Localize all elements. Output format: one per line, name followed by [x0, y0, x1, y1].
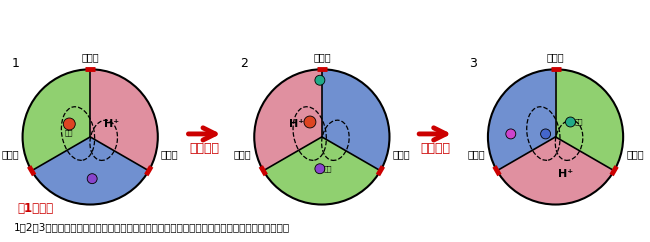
Text: H⁺: H⁺ — [289, 119, 305, 129]
Text: 取込型: 取込型 — [81, 52, 99, 62]
Wedge shape — [488, 69, 556, 171]
Text: 取込型: 取込型 — [393, 149, 410, 159]
Text: 排出型: 排出型 — [161, 149, 178, 159]
Text: 取込型: 取込型 — [467, 149, 485, 159]
Circle shape — [315, 75, 325, 85]
Circle shape — [315, 164, 325, 174]
Circle shape — [566, 117, 575, 127]
Text: 薬剤: 薬剤 — [324, 166, 332, 172]
Circle shape — [506, 129, 515, 139]
Text: 図1の状態: 図1の状態 — [18, 202, 54, 215]
Text: 排出型: 排出型 — [547, 52, 564, 62]
Wedge shape — [556, 69, 623, 171]
Text: 結合型: 結合型 — [626, 149, 644, 159]
Wedge shape — [23, 69, 90, 171]
Wedge shape — [254, 69, 322, 171]
Wedge shape — [322, 69, 389, 171]
Text: 薬剤: 薬剤 — [65, 130, 73, 136]
Text: 3: 3 — [469, 57, 477, 70]
Text: 状態変化: 状態変化 — [420, 142, 450, 155]
Text: 1: 1 — [12, 57, 20, 70]
Text: 結合型: 結合型 — [2, 149, 20, 159]
Wedge shape — [32, 137, 149, 204]
Text: H⁺: H⁺ — [103, 119, 119, 129]
Circle shape — [541, 129, 551, 139]
Text: 薬剤: 薬剤 — [574, 119, 582, 125]
Text: H⁺: H⁺ — [558, 169, 573, 179]
Circle shape — [304, 116, 316, 128]
Wedge shape — [263, 137, 380, 204]
Wedge shape — [497, 137, 614, 204]
Text: 状態変化: 状態変化 — [190, 142, 220, 155]
Circle shape — [63, 118, 75, 130]
Circle shape — [87, 174, 97, 184]
Text: 結合型: 結合型 — [313, 52, 331, 62]
Text: 2: 2 — [240, 57, 248, 70]
Text: 排出型: 排出型 — [233, 149, 252, 159]
Wedge shape — [90, 69, 158, 171]
Text: 1，2，3の状態は互いに１２０度づつ右に回転している、そして、３からまた１の状態へと戻る: 1，2，3の状態は互いに１２０度づつ右に回転している、そして、３からまた１の状態… — [14, 222, 290, 232]
